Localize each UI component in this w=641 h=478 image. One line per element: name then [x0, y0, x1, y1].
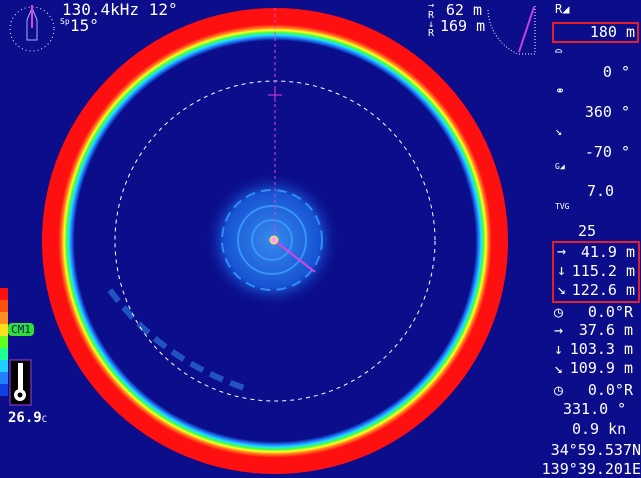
range-icon: R◢	[555, 2, 570, 16]
sector-icon: ⚭	[555, 84, 566, 98]
vertical-range-icon: ↓ R	[428, 19, 435, 39]
cursor-slant: ↘ 122.6 m	[557, 280, 635, 299]
water-temperature: 26.9C	[8, 410, 48, 426]
marker-slant: 109.9 m	[569, 359, 633, 377]
color-scale	[0, 288, 8, 396]
arrow-diagonal-icon: ↘	[557, 280, 567, 298]
longitude: 139°39.201E	[541, 460, 641, 478]
marker-bearing: ◷ 0.0°R	[554, 381, 633, 399]
current-meter-label[interactable]: CM1	[8, 323, 34, 336]
ship-icon	[26, 6, 38, 41]
marker-horizontal: 37.6 m	[578, 321, 633, 339]
compass-circle	[9, 6, 55, 52]
beam-width: 15°	[70, 16, 99, 35]
own-ship-mark	[269, 235, 279, 245]
speed-label: Sp	[60, 17, 70, 26]
sector-value[interactable]: 360 °	[584, 103, 630, 121]
sector-indicator-icon	[487, 6, 536, 55]
cursor-bearing: ◷ 0.0°R	[554, 303, 633, 321]
arrow-down-icon: ↓	[554, 340, 564, 358]
arrow-right-icon: →	[557, 242, 567, 260]
cursor-readout-box: → 41.9 m ↓ 115.2 m ↘ 122.6 m	[552, 241, 640, 303]
latitude: 34°59.537N	[550, 441, 641, 459]
arrow-diagonal-icon: ↘	[554, 359, 564, 377]
clock-icon: ◷	[554, 381, 564, 399]
clock-icon: ◷	[554, 303, 564, 321]
cursor-line	[274, 240, 316, 273]
cursor-mark	[268, 88, 282, 102]
bearing-icon: ⌓	[555, 44, 563, 58]
gain-icon: G◢	[555, 162, 565, 171]
gain-value[interactable]: 7.0	[587, 182, 615, 200]
range-value[interactable]: 180 m	[552, 22, 639, 43]
tvg-value[interactable]: 25	[578, 222, 597, 240]
marker-readout: → 37.6 m ↓ 103.3 m ↘ 109.9 m	[554, 322, 636, 379]
heading: 331.0 °	[563, 400, 627, 418]
bearing-value[interactable]: 0 °	[602, 63, 630, 81]
tilt-icon: ↘	[555, 124, 563, 138]
vertical-range: 169 m	[440, 17, 486, 35]
frequency-tilt-readout: 130.4kHz 12°	[62, 2, 178, 18]
horizontal-range-icon: → R	[428, 0, 435, 21]
cursor-vertical: ↓ 115.2 m	[557, 261, 635, 280]
tvg-icon: TVG	[555, 202, 570, 211]
sonar-echo-rings	[107, 189, 323, 393]
tilt-value[interactable]: -70 °	[584, 143, 630, 161]
horizontal-range: 62 m	[445, 1, 482, 19]
marker-vertical: 103.3 m	[569, 340, 633, 358]
arrow-right-icon: →	[554, 321, 564, 339]
frequency: 130.4kHz	[62, 0, 140, 19]
arrow-down-icon: ↓	[557, 261, 567, 279]
cursor-horizontal: → 41.9 m	[557, 242, 635, 261]
ship-speed: 0.9 kn	[572, 420, 627, 438]
tilt: 12°	[148, 0, 178, 19]
